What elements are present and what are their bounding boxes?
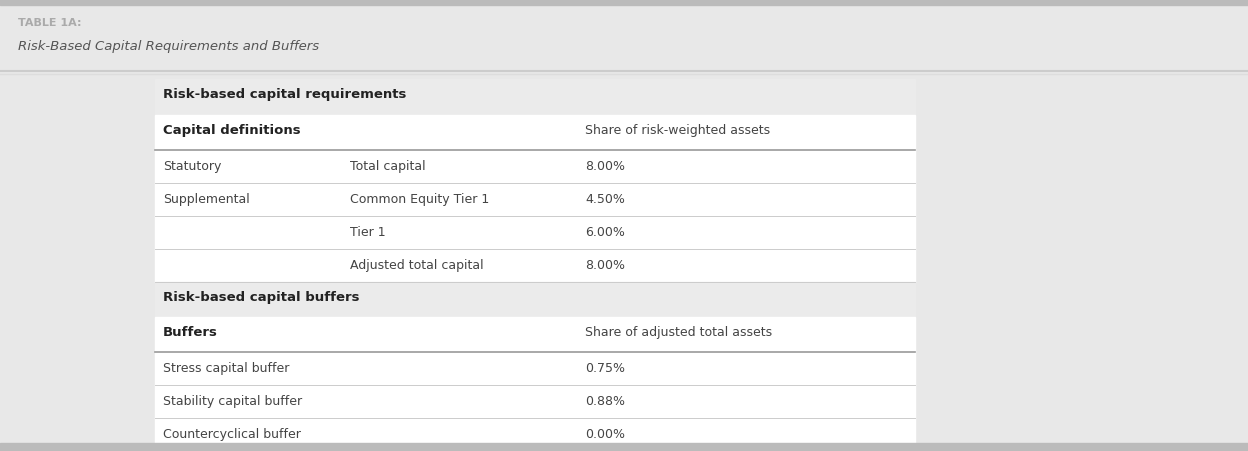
- Text: 6.00%: 6.00%: [585, 226, 625, 239]
- Text: Adjusted total capital: Adjusted total capital: [349, 258, 484, 272]
- Text: 0.00%: 0.00%: [585, 427, 625, 440]
- Text: Risk-Based Capital Requirements and Buffers: Risk-Based Capital Requirements and Buff…: [17, 40, 319, 53]
- Text: Common Equity Tier 1: Common Equity Tier 1: [349, 193, 489, 206]
- Text: 8.00%: 8.00%: [585, 258, 625, 272]
- Text: 0.88%: 0.88%: [585, 394, 625, 407]
- Text: 0.75%: 0.75%: [585, 361, 625, 374]
- Text: Tier 1: Tier 1: [349, 226, 386, 239]
- Text: Statutory: Statutory: [163, 160, 221, 173]
- Text: TABLE 1A:: TABLE 1A:: [17, 18, 81, 28]
- Text: Buffers: Buffers: [163, 325, 218, 338]
- Text: Risk-based capital buffers: Risk-based capital buffers: [163, 290, 359, 304]
- Text: Risk-based capital requirements: Risk-based capital requirements: [163, 88, 407, 101]
- Text: Share of risk-weighted assets: Share of risk-weighted assets: [585, 124, 770, 137]
- Text: Stability capital buffer: Stability capital buffer: [163, 394, 302, 407]
- Text: 8.00%: 8.00%: [585, 160, 625, 173]
- Text: Stress capital buffer: Stress capital buffer: [163, 361, 290, 374]
- Text: 4.50%: 4.50%: [585, 193, 625, 206]
- Text: Supplemental: Supplemental: [163, 193, 250, 206]
- Text: Share of adjusted total assets: Share of adjusted total assets: [585, 325, 773, 338]
- Text: Countercyclical buffer: Countercyclical buffer: [163, 427, 301, 440]
- Text: Total capital: Total capital: [349, 160, 426, 173]
- Text: Capital definitions: Capital definitions: [163, 124, 301, 137]
